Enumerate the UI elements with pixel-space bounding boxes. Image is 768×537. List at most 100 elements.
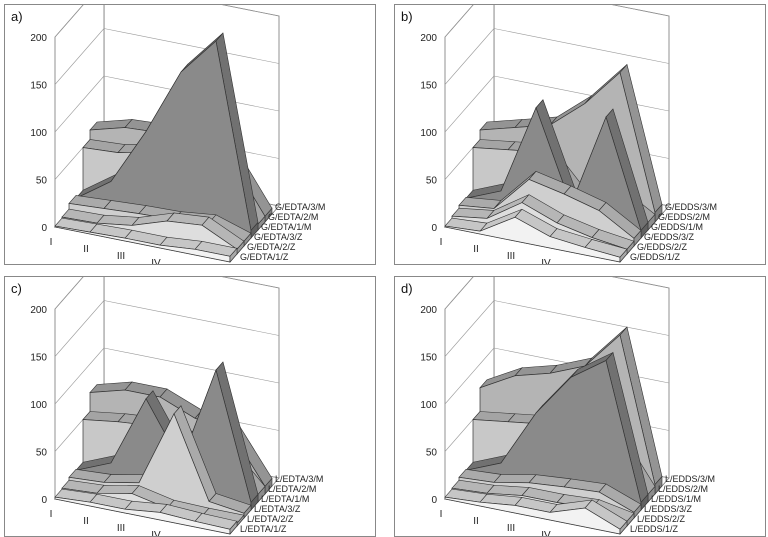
y-tick-label: 150 xyxy=(420,81,437,92)
series-label: G/EDTA/2/M xyxy=(268,212,318,222)
x-tick-label: II xyxy=(473,516,479,527)
side-gridline xyxy=(54,300,105,357)
side-gridline xyxy=(54,28,105,85)
series-label: L/EDDS/3/Z xyxy=(644,504,693,514)
y-tick-label: 0 xyxy=(431,223,437,234)
side-gridline xyxy=(444,277,474,310)
series-label: G/EDTA/1/Z xyxy=(240,252,289,262)
x-tick-label: I xyxy=(440,237,443,248)
x-tick-label: III xyxy=(507,251,515,262)
side-gridline xyxy=(444,5,474,38)
back-gridline xyxy=(493,75,670,112)
series-label: L/EDTA/1/M xyxy=(261,494,309,504)
chart-c-svg: 050100150200L/EDTA/3/ML/EDTA/2/ML/EDTA/1… xyxy=(30,277,323,536)
series-label: L/EDTA/2/Z xyxy=(247,514,294,524)
chart-panel-b: 0 50 100 150 200 G/EDDS/3/M G/EDDS/2/M G/EDDS/1… xyxy=(394,4,766,265)
chart-d-svg: 050100150200L/EDDS/3/ML/EDDS/2/ML/EDDS/1… xyxy=(420,277,715,536)
back-gridline xyxy=(222,277,280,289)
back-gridline xyxy=(103,347,280,384)
back-gridline xyxy=(493,28,670,64)
series-label: L/EDDS/1/Z xyxy=(630,524,679,534)
chart-b-svg: 050100150200G/EDDS/3/MG/EDDS/2/MG/EDDS/1… xyxy=(420,5,717,264)
series-label: G/EDTA/3/M xyxy=(275,202,325,212)
series-G/EDTA/1/M xyxy=(75,32,259,239)
x-tick-label: IV xyxy=(151,530,161,536)
y-tick-label: 150 xyxy=(30,353,47,364)
side-gridline xyxy=(54,277,84,310)
series-label: G/EDDS/2/M xyxy=(658,212,710,222)
x-tick-label: I xyxy=(440,509,443,520)
series-G/EDDS/1/Z xyxy=(444,208,628,263)
series-label: G/EDTA/3/Z xyxy=(254,232,303,242)
x-tick-label: II xyxy=(473,244,479,255)
series-label: L/EDDS/1/M xyxy=(651,494,701,504)
x-tick-label: IV xyxy=(151,258,161,264)
series-label: L/EDTA/1/Z xyxy=(240,524,287,534)
back-gridline xyxy=(612,5,670,17)
series-label: G/EDDS/2/Z xyxy=(637,242,688,252)
y-tick-label: 200 xyxy=(30,305,47,316)
y-tick-label: 50 xyxy=(426,176,438,187)
x-tick-label: II xyxy=(83,516,89,527)
panel-label-c: c) xyxy=(11,281,22,296)
y-tick-label: 0 xyxy=(41,495,47,506)
y-tick-label: 100 xyxy=(30,128,47,139)
chart-panel-a: 0 50 100 150 200 G/EDTA/3/M G/EDTA/2/M G/EDTA/1… xyxy=(4,4,376,265)
series-L/EDDS/1/M xyxy=(465,351,649,511)
series-label: G/EDDS/3/Z xyxy=(644,232,695,242)
area-end-face xyxy=(229,520,238,535)
series-L/EDTA/1/Z xyxy=(54,488,238,535)
side-gridline xyxy=(54,5,84,38)
series-label: L/EDTA/3/M xyxy=(275,474,323,484)
series-G/EDTA/1/Z xyxy=(54,217,238,263)
series-label: G/EDTA/2/Z xyxy=(247,242,296,252)
series-label: G/EDDS/1/Z xyxy=(630,252,681,262)
panel-label-a: a) xyxy=(11,9,23,24)
side-gridline xyxy=(54,347,105,405)
series-label: G/EDDS/1/M xyxy=(651,222,703,232)
y-tick-label: 50 xyxy=(36,448,48,459)
series-label: G/EDTA/1/M xyxy=(261,222,311,232)
back-gridline xyxy=(103,300,280,336)
y-tick-label: 100 xyxy=(420,400,437,411)
x-tick-label: II xyxy=(83,244,89,255)
area-end-face xyxy=(229,247,238,263)
y-tick-label: 0 xyxy=(41,223,47,234)
back-gridline xyxy=(612,277,670,289)
panel-label-b: b) xyxy=(401,9,413,24)
y-tick-label: 150 xyxy=(30,81,47,92)
side-gridline xyxy=(444,75,495,133)
y-tick-label: 200 xyxy=(420,305,437,316)
series-label: L/EDDS/3/M xyxy=(665,474,715,484)
x-tick-label: III xyxy=(117,251,125,262)
area-end-face xyxy=(619,520,628,535)
y-tick-label: 0 xyxy=(431,495,437,506)
y-tick-label: 100 xyxy=(30,400,47,411)
series-label: L/EDTA/3/Z xyxy=(254,504,301,514)
y-tick-label: 200 xyxy=(420,33,437,44)
x-tick-label: I xyxy=(50,237,53,248)
chart-panel-c: 0 50 100 150 200 L/EDTA/3/M L/EDTA/2/M L/EDTA/1… xyxy=(4,276,376,537)
series-label: G/EDDS/3/M xyxy=(665,202,717,212)
x-tick-label: III xyxy=(507,523,515,534)
side-gridline xyxy=(444,347,495,405)
side-gridline xyxy=(444,28,495,85)
chart-a-svg: 050100150200G/EDTA/3/MG/EDTA/2/MG/EDTA/1… xyxy=(30,5,325,264)
area-end-face xyxy=(619,248,628,263)
x-tick-label: III xyxy=(117,523,125,534)
chart-panel-d: 0 50 100 150 200 L/EDDS/3/M L/EDDS/2/M L/EDDS/1… xyxy=(394,276,766,537)
series-L/EDDS/1/Z xyxy=(444,488,628,535)
x-tick-label: IV xyxy=(541,258,551,264)
y-tick-label: 50 xyxy=(426,448,438,459)
y-tick-label: 200 xyxy=(30,33,47,44)
side-gridline xyxy=(444,300,495,357)
y-tick-label: 150 xyxy=(420,353,437,364)
x-tick-label: IV xyxy=(541,530,551,536)
y-tick-label: 100 xyxy=(420,128,437,139)
y-tick-label: 50 xyxy=(36,176,48,187)
back-gridline xyxy=(222,5,280,17)
panel-label-d: d) xyxy=(401,281,413,296)
series-label: L/EDTA/2/M xyxy=(268,484,316,494)
side-gridline xyxy=(54,75,105,133)
